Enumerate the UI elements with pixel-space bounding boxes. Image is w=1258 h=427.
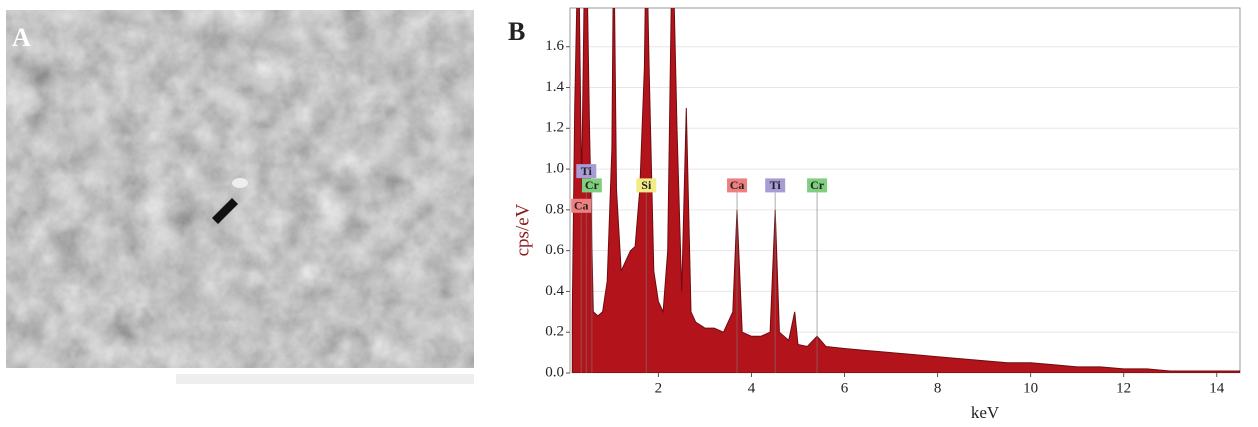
- annotation-label: Ca: [730, 178, 745, 192]
- annotation-box: [576, 164, 597, 179]
- sem-info-bar: [176, 374, 474, 384]
- x-tick-label: 14: [1209, 380, 1225, 396]
- x-axis-label: keV: [971, 403, 1000, 422]
- y-tick-label: 0.4: [545, 283, 564, 299]
- sem-feature: [232, 178, 248, 188]
- annotation-label: Ca: [574, 199, 589, 213]
- panel-label: B: [508, 17, 525, 46]
- sem-feature: [212, 198, 238, 224]
- annotation-label: Ti: [770, 178, 782, 192]
- y-tick-label: 0.2: [545, 324, 564, 340]
- annotation-box: [571, 198, 592, 213]
- y-tick-label: 0.0: [545, 364, 564, 380]
- annotation-box: [765, 178, 786, 193]
- x-tick-label: 12: [1116, 380, 1131, 396]
- annotation-box: [807, 178, 828, 193]
- spectrum-area: [571, 8, 1240, 373]
- y-tick-label: 0.6: [545, 242, 564, 258]
- y-tick-label: 1.0: [545, 161, 564, 177]
- annotation-label: Cr: [810, 178, 825, 192]
- x-tick-label: 4: [748, 380, 756, 396]
- annotation-label: Cr: [585, 178, 600, 192]
- x-tick-label: 10: [1023, 380, 1038, 396]
- y-tick-label: 1.4: [545, 79, 564, 95]
- annotation-box: [581, 178, 602, 193]
- x-tick-label: 2: [655, 380, 663, 396]
- panel-label: A: [12, 23, 31, 52]
- annotation-label: Si: [641, 178, 652, 192]
- y-tick-label: 1.2: [545, 120, 564, 136]
- y-axis-label: cps/eV: [512, 203, 533, 256]
- spectrum-group: [571, 8, 1240, 373]
- annotation-box: [727, 178, 748, 193]
- annotation-box: [636, 178, 657, 193]
- y-tick-label: 1.6: [545, 38, 564, 54]
- y-tick-label: 0.8: [545, 201, 564, 217]
- annotation-label: Ti: [581, 164, 593, 178]
- x-tick-label: 6: [841, 380, 849, 396]
- x-tick-label: 8: [934, 380, 942, 396]
- sem-image: [6, 10, 474, 368]
